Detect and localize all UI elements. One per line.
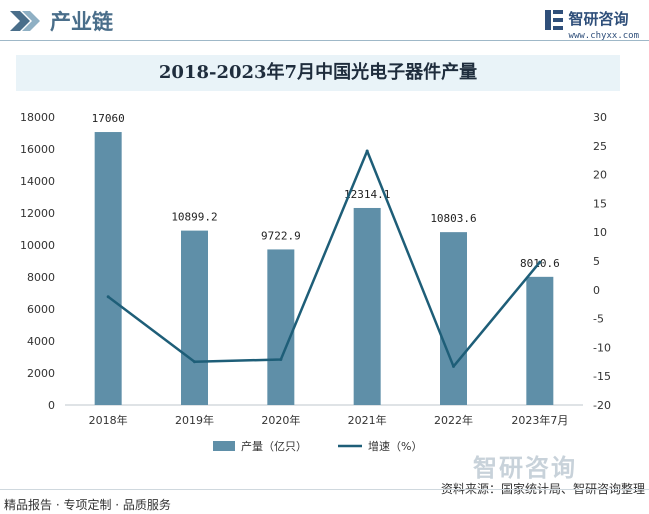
header: 产业链 智研咨询 www.chyxx.com (0, 0, 649, 48)
legend-label-line: 增速（%） (368, 439, 422, 453)
brand-logo-icon (544, 10, 563, 30)
y-right-tick-label: 20 (593, 169, 607, 182)
bar-data-label: 10803.6 (430, 212, 476, 225)
y-left-tick-label: 4000 (27, 335, 55, 348)
footer-slogan: 精品报告 · 专项定制 · 品质服务 (4, 498, 171, 512)
legend-label-bar: 产量（亿只） (241, 439, 307, 453)
footer: 精品报告 · 专项定制 · 品质服务 (0, 489, 649, 514)
brand-url: www.chyxx.com (568, 31, 639, 41)
header-divider (0, 40, 649, 41)
y-left-tick-label: 10000 (20, 239, 55, 252)
growth-line (107, 149, 541, 368)
growth-point (538, 260, 542, 264)
y-left-tick-label: 6000 (27, 303, 55, 316)
y-left-tick-label: 16000 (20, 143, 55, 156)
brand: 智研咨询 www.chyxx.com (544, 8, 639, 41)
growth-point (365, 149, 369, 153)
x-tick-label: 2021年 (348, 413, 387, 427)
y-left-tick-label: 2000 (27, 367, 55, 380)
y-right-tick-label: 10 (593, 226, 607, 239)
y-right-tick-label: 30 (593, 111, 607, 124)
bar (181, 230, 208, 405)
x-tick-label: 2018年 (89, 413, 128, 427)
y-left-tick-label: 18000 (20, 111, 55, 124)
bar-data-label: 10899.2 (171, 211, 217, 224)
bar (267, 249, 295, 405)
y-right-tick-label: -10 (593, 341, 611, 354)
y-left-tick-label: 0 (48, 399, 55, 412)
growth-point (452, 364, 455, 368)
y-right-tick-label: 15 (593, 197, 607, 210)
y-right-tick-label: -15 (593, 370, 611, 383)
bar-data-label: 9722.9 (261, 229, 301, 242)
section-title: 产业链 (50, 10, 113, 34)
y-right-tick-label: -20 (593, 399, 611, 412)
bar (526, 276, 554, 405)
y-right-tick-label: 25 (593, 140, 607, 153)
y-left-tick-label: 14000 (20, 175, 55, 188)
growth-point (106, 295, 110, 299)
bar-data-label: 17060 (92, 112, 125, 125)
x-tick-label: 2022年 (434, 413, 473, 427)
chart-title-bar: 2018-2023年7月中国光电子器件产量 (16, 55, 620, 91)
bar (353, 207, 381, 405)
brand-name: 智研咨询 (568, 10, 629, 28)
x-tick-label: 2023年7月 (511, 413, 568, 427)
y-left-tick-label: 8000 (27, 271, 55, 284)
y-right-tick-label: 5 (593, 255, 600, 268)
watermark-logo: 智研咨询 (473, 454, 577, 482)
footer-divider (0, 489, 649, 490)
chart-title: 2018-2023年7月中国光电子器件产量 (158, 62, 478, 83)
legend-swatch-bar (213, 441, 235, 451)
y-left-tick-label: 12000 (20, 207, 55, 220)
growth-point (193, 360, 196, 364)
chart-plot: 0 2000 4000 6000 8000 10000 12000 14000 16000 180… (20, 111, 611, 453)
growth-point (279, 357, 283, 361)
bar (94, 132, 122, 406)
y-right-tick-label: -5 (593, 313, 604, 326)
x-tick-label: 2019年 (175, 413, 214, 427)
x-tick-label: 2020年 (261, 413, 300, 427)
bar-data-label: 12314.1 (344, 188, 390, 201)
chevron-double-icon (10, 11, 40, 31)
y-right-tick-label: 0 (593, 284, 600, 297)
bar (440, 232, 467, 405)
